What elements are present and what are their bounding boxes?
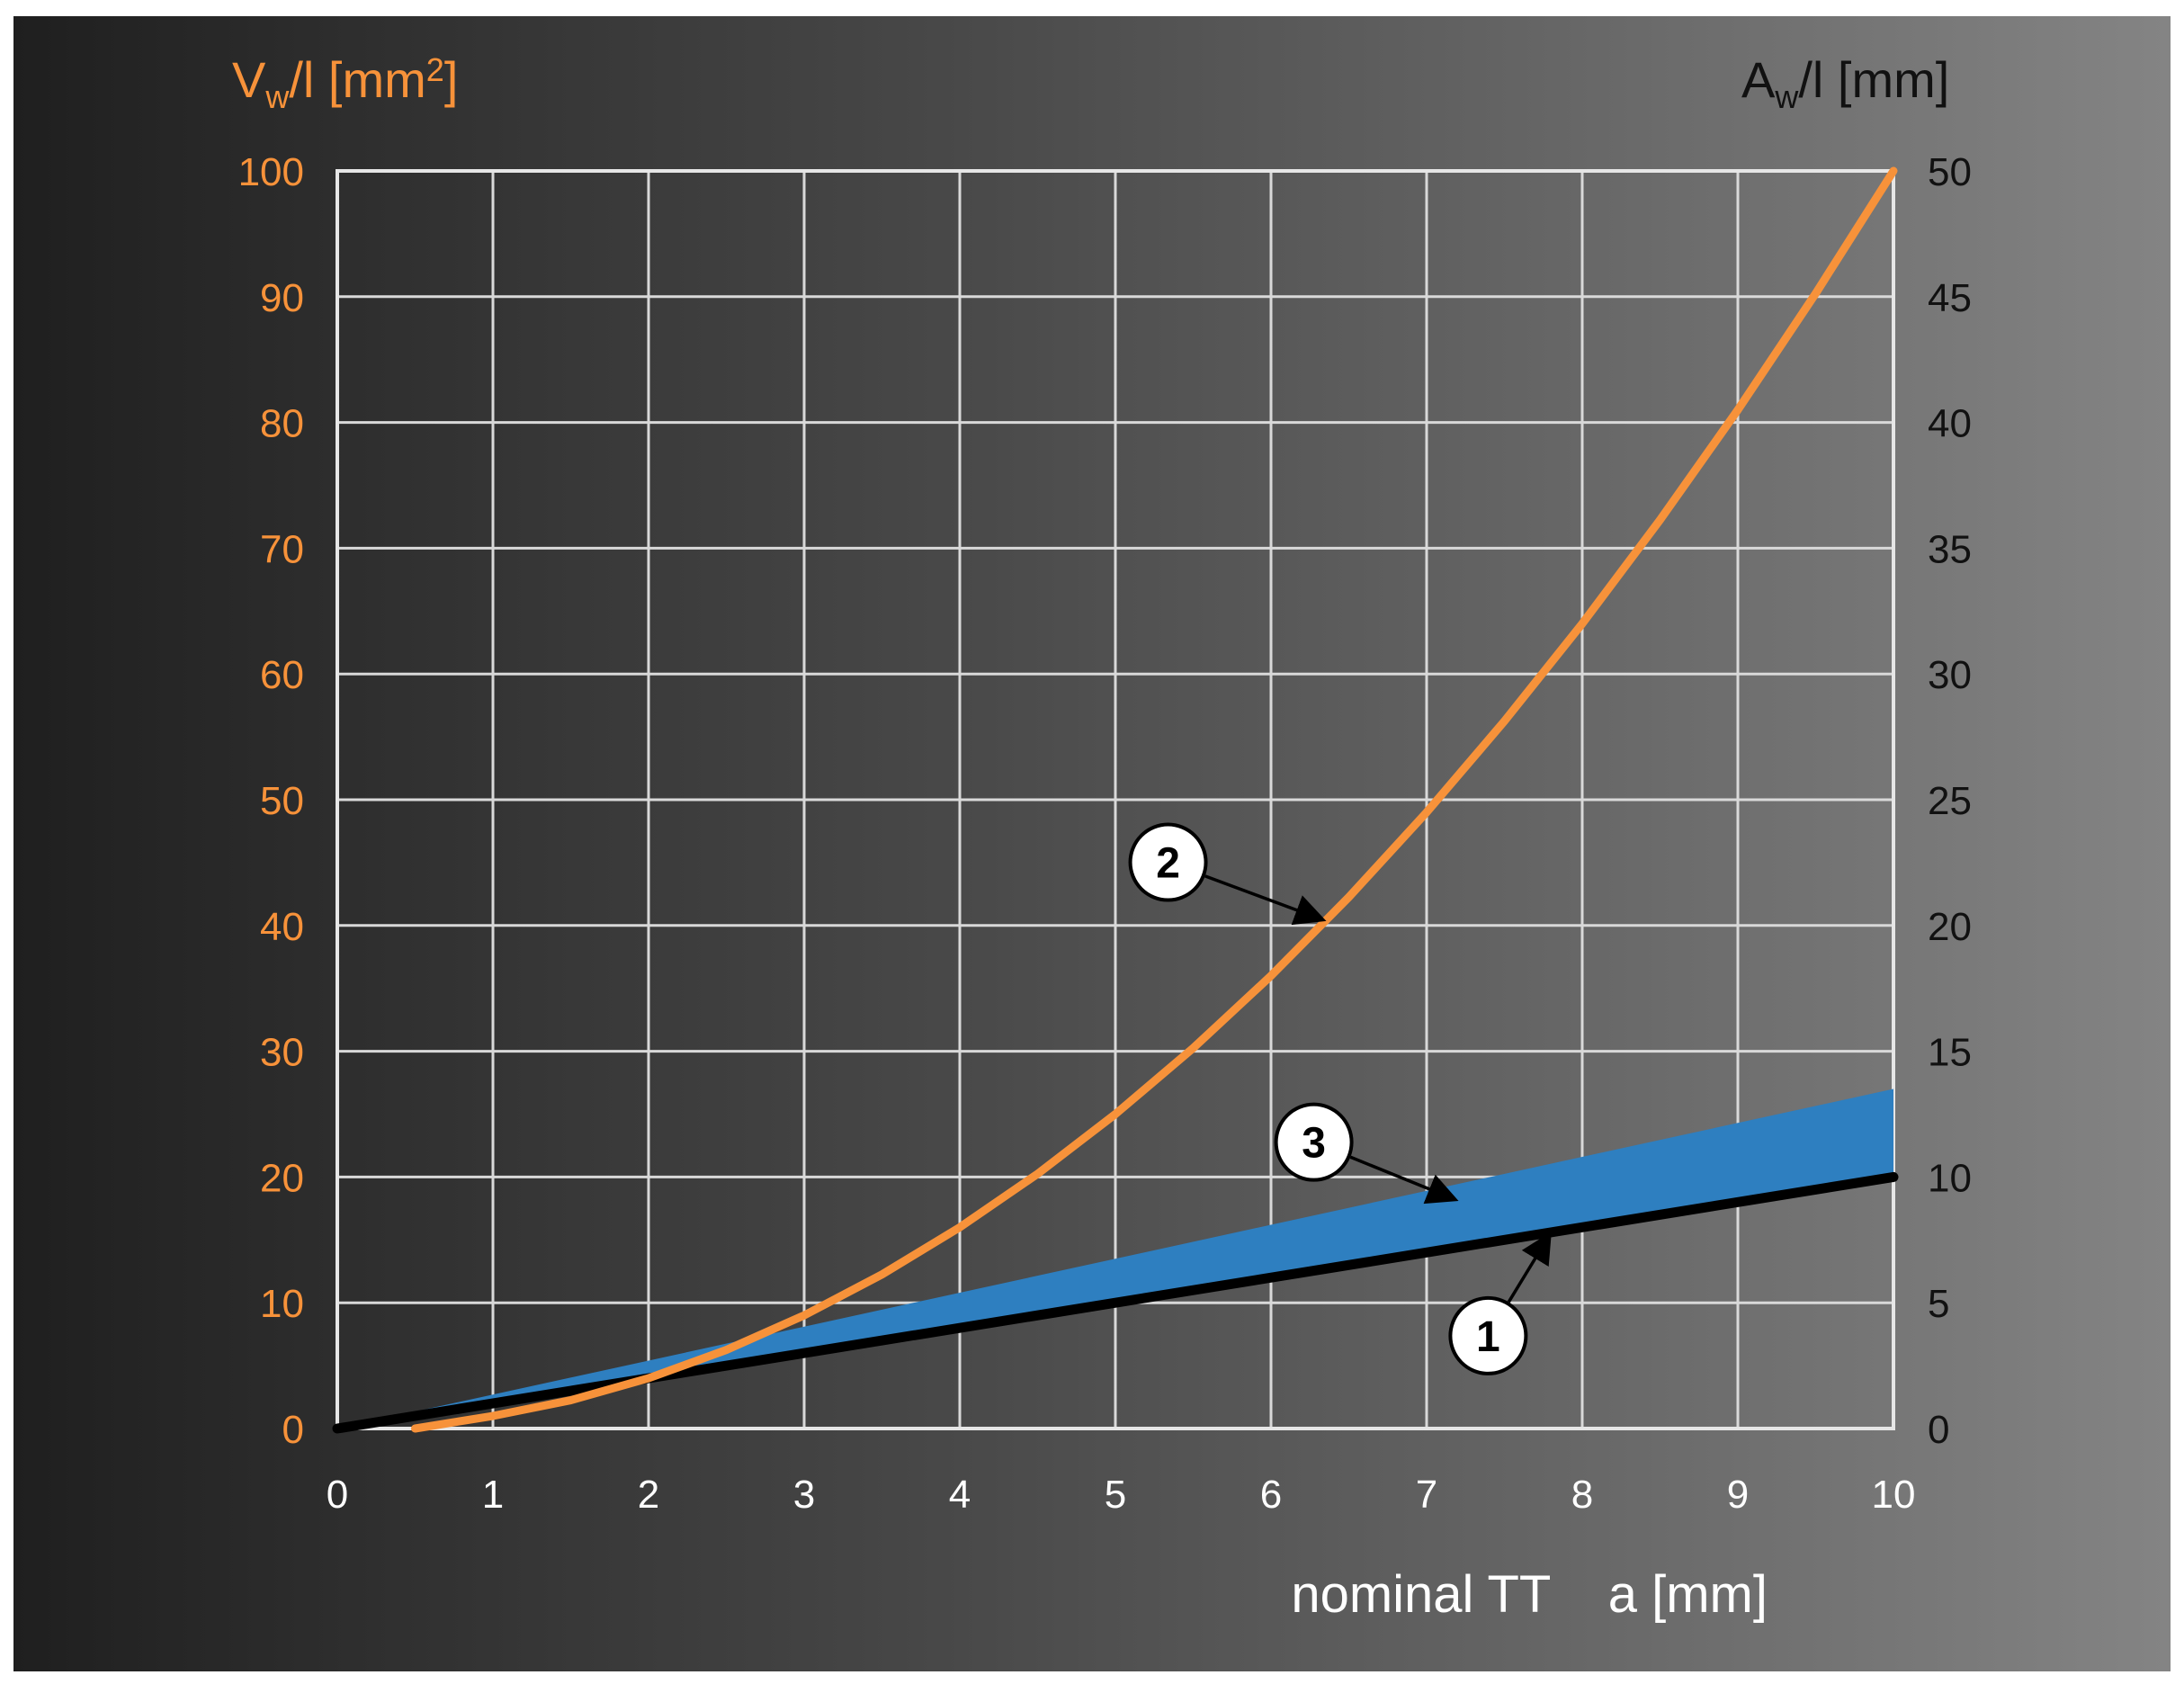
y-left-tick-label: 10 xyxy=(260,1282,304,1326)
y-left-label-end: ] xyxy=(444,51,459,108)
grid xyxy=(336,169,1895,1430)
y-right-tick-label: 50 xyxy=(1928,150,1972,194)
y-left-tick-label: 70 xyxy=(260,527,304,571)
y-right-tick-label: 10 xyxy=(1928,1156,1972,1200)
y-right-label-main: A xyxy=(1741,51,1776,108)
x-tick-label: 6 xyxy=(1260,1473,1282,1517)
y-left-tick-label: 20 xyxy=(260,1156,304,1200)
chart-background xyxy=(13,16,2171,1671)
x-tick-label: 7 xyxy=(1416,1473,1437,1517)
y-right-label-tail: /l [mm] xyxy=(1798,51,1949,108)
series-3-area-band xyxy=(337,1088,1893,1429)
x-tick-label: 8 xyxy=(1571,1473,1593,1517)
x-tick-label: 4 xyxy=(949,1473,971,1517)
y-right-tick-label: 45 xyxy=(1928,276,1972,320)
x-tick-label: 10 xyxy=(1872,1473,1916,1517)
y-right-tick-label: 5 xyxy=(1928,1282,1949,1326)
y-right-tick-label: 35 xyxy=(1928,527,1972,571)
y-right-label-sub: w xyxy=(1774,78,1799,115)
annotation-2-label: 2 xyxy=(1156,840,1180,888)
y-right-axis-label: Aw/l [mm] xyxy=(1741,51,1949,115)
annotation-2-arrow xyxy=(1204,874,1327,926)
x-tick-label: 1 xyxy=(482,1473,504,1517)
x-axis-label: nominal TT a [mm] xyxy=(1291,1565,1768,1624)
y-left-label-sub: w xyxy=(264,78,290,115)
x-tick-label: 0 xyxy=(327,1473,348,1517)
plot-frame xyxy=(336,169,1895,1430)
series-1-line xyxy=(332,1171,1899,1434)
x-tick-label: 9 xyxy=(1727,1473,1749,1517)
x-tick-label: 2 xyxy=(638,1473,659,1517)
series-layer xyxy=(332,166,1899,1434)
y-left-axis-label: Vw/l [mm2] xyxy=(232,51,458,115)
x-tick-label: 3 xyxy=(793,1473,815,1517)
annotation-3-circle xyxy=(1274,1102,1354,1182)
y-left-label-main: V xyxy=(232,51,266,108)
y-left-label-sup: 2 xyxy=(426,51,444,88)
annotation-3-arrow xyxy=(1349,1155,1459,1205)
y-right-tick-label: 40 xyxy=(1928,402,1972,446)
annotation-3-label: 3 xyxy=(1302,1120,1326,1168)
y-left-tick-label: 100 xyxy=(238,150,304,194)
series-2-line xyxy=(411,166,1898,1433)
y-left-tick-label: 60 xyxy=(260,653,304,697)
annotation-1-label: 1 xyxy=(1476,1313,1500,1361)
y-left-tick-label: 0 xyxy=(282,1408,304,1452)
y-left-tick-label: 50 xyxy=(260,779,304,823)
annotation-2-circle xyxy=(1128,822,1208,902)
y-right-tick-label: 0 xyxy=(1928,1408,1949,1452)
annotation-layer: 1 2 3 xyxy=(1128,822,1552,1375)
annotation-1-arrow xyxy=(1507,1232,1552,1303)
tick-labels: 0 1 2 3 4 5 6 7 8 9 100102030405060708090100051015… xyxy=(238,150,1972,1517)
annotation-1-circle xyxy=(1448,1295,1528,1375)
y-left-label-tail: /l [mm xyxy=(289,51,425,108)
y-left-tick-label: 80 xyxy=(260,402,304,446)
y-right-tick-label: 20 xyxy=(1928,905,1972,949)
y-left-tick-label: 90 xyxy=(260,276,304,320)
y-left-tick-label: 40 xyxy=(260,905,304,949)
y-right-tick-label: 30 xyxy=(1928,653,1972,697)
y-left-tick-label: 30 xyxy=(260,1031,304,1075)
y-right-tick-label: 25 xyxy=(1928,779,1972,823)
y-right-tick-label: 15 xyxy=(1928,1031,1972,1075)
x-tick-label: 5 xyxy=(1105,1473,1126,1517)
